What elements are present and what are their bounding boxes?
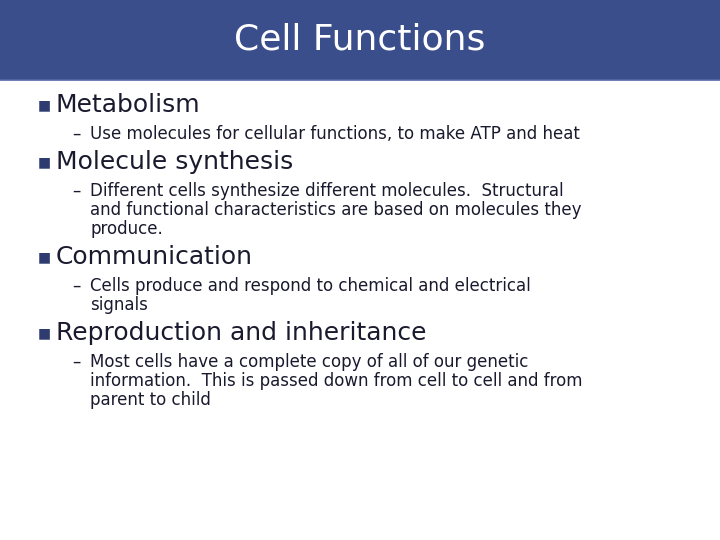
Bar <box>0 0 720 80</box>
Text: Cell Functions: Cell Functions <box>234 23 486 57</box>
Text: –: – <box>72 125 81 143</box>
Text: parent to child: parent to child <box>90 391 211 409</box>
Text: Molecule synthesis: Molecule synthesis <box>56 151 293 174</box>
Text: Different cells synthesize different molecules.  Structural: Different cells synthesize different mol… <box>90 182 564 200</box>
Text: signals: signals <box>90 296 148 314</box>
Text: Cells produce and respond to chemical and electrical: Cells produce and respond to chemical an… <box>90 277 531 295</box>
Text: and functional characteristics are based on molecules they: and functional characteristics are based… <box>90 201 582 219</box>
Text: –: – <box>72 277 81 295</box>
Text: produce.: produce. <box>90 220 163 238</box>
Text: Most cells have a complete copy of all of our genetic: Most cells have a complete copy of all o… <box>90 353 528 371</box>
Text: Reproduction and inheritance: Reproduction and inheritance <box>56 321 426 346</box>
Text: ■: ■ <box>38 251 51 265</box>
Text: ■: ■ <box>38 156 51 170</box>
Text: information.  This is passed down from cell to cell and from: information. This is passed down from ce… <box>90 372 582 390</box>
Text: –: – <box>72 353 81 371</box>
Text: ■: ■ <box>38 326 51 340</box>
Text: Metabolism: Metabolism <box>56 93 201 117</box>
Text: –: – <box>72 182 81 200</box>
Text: ■: ■ <box>38 98 51 112</box>
Text: Use molecules for cellular functions, to make ATP and heat: Use molecules for cellular functions, to… <box>90 125 580 143</box>
Text: Communication: Communication <box>56 245 253 269</box>
